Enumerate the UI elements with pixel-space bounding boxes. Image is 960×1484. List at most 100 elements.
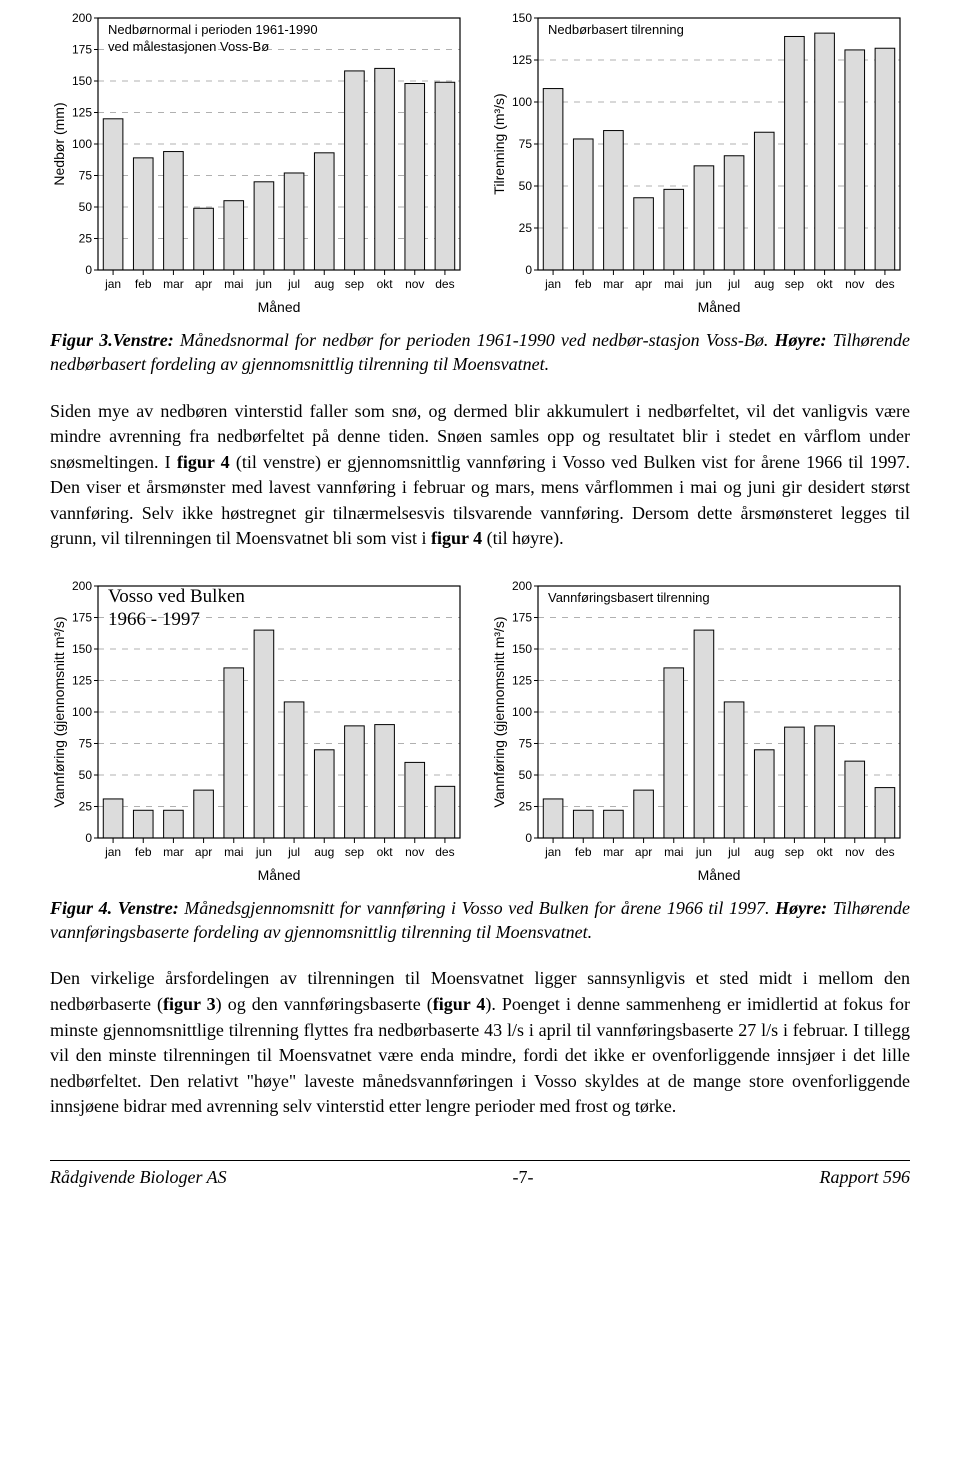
- fig4-left-chart: 0255075100125150175200janfebmaraprmaijun…: [50, 578, 470, 888]
- svg-text:125: 125: [512, 673, 532, 687]
- fig3-left-chart: 0255075100125150175200janfebmaraprmaijun…: [50, 10, 470, 320]
- svg-text:apr: apr: [635, 277, 652, 291]
- svg-text:Måned: Måned: [698, 299, 741, 315]
- svg-text:des: des: [875, 845, 894, 859]
- figure-3-caption: Figur 3.Venstre: Månedsnormal for nedbør…: [50, 328, 910, 377]
- svg-text:nov: nov: [845, 845, 864, 859]
- svg-text:mai: mai: [664, 845, 683, 859]
- svg-text:200: 200: [72, 579, 92, 593]
- svg-text:feb: feb: [135, 845, 152, 859]
- svg-text:mar: mar: [603, 277, 624, 291]
- figure-4-row: 0255075100125150175200janfebmaraprmaijun…: [50, 578, 910, 888]
- svg-text:nov: nov: [405, 277, 424, 291]
- svg-text:Vannføringsbasert tilrenning: Vannføringsbasert tilrenning: [548, 590, 710, 605]
- caption4-prefix: Figur 4. Venstre:: [50, 898, 179, 918]
- figure-3-row: 0255075100125150175200janfebmaraprmaijun…: [50, 10, 910, 320]
- page-footer: Rådgivende Biologer AS -7- Rapport 596: [50, 1160, 910, 1188]
- svg-text:apr: apr: [195, 845, 212, 859]
- svg-text:feb: feb: [575, 845, 592, 859]
- svg-text:des: des: [875, 277, 894, 291]
- svg-text:125: 125: [72, 106, 92, 120]
- svg-text:apr: apr: [635, 845, 652, 859]
- svg-text:aug: aug: [754, 277, 774, 291]
- svg-text:Måned: Måned: [258, 299, 301, 315]
- svg-text:100: 100: [72, 705, 92, 719]
- svg-text:50: 50: [519, 179, 533, 193]
- svg-text:Måned: Måned: [698, 867, 741, 883]
- svg-text:25: 25: [79, 799, 93, 813]
- footer-right: Rapport 596: [819, 1167, 910, 1188]
- svg-text:100: 100: [512, 95, 532, 109]
- svg-text:jun: jun: [695, 277, 712, 291]
- caption4-right-heading: Høyre:: [775, 898, 827, 918]
- svg-text:75: 75: [519, 137, 533, 151]
- svg-text:1966 - 1997: 1966 - 1997: [108, 609, 200, 630]
- svg-text:175: 175: [72, 610, 92, 624]
- caption-left-text: Månedsnormal for nedbør for perioden 196…: [174, 330, 775, 350]
- svg-text:jul: jul: [287, 277, 300, 291]
- svg-text:sep: sep: [345, 845, 365, 859]
- svg-text:jun: jun: [695, 845, 712, 859]
- svg-text:50: 50: [79, 200, 93, 214]
- svg-text:Vannføring (gjennomsnitt m³/s): Vannføring (gjennomsnitt m³/s): [51, 616, 67, 807]
- svg-text:25: 25: [519, 221, 533, 235]
- svg-text:0: 0: [525, 831, 532, 845]
- svg-text:200: 200: [72, 11, 92, 25]
- svg-text:25: 25: [519, 799, 533, 813]
- svg-text:feb: feb: [135, 277, 152, 291]
- svg-text:125: 125: [72, 673, 92, 687]
- svg-text:nov: nov: [405, 845, 424, 859]
- svg-text:aug: aug: [754, 845, 774, 859]
- svg-text:0: 0: [85, 831, 92, 845]
- caption-left-heading: Venstre:: [113, 330, 174, 350]
- svg-text:0: 0: [85, 263, 92, 277]
- svg-text:jul: jul: [287, 845, 300, 859]
- svg-text:125: 125: [512, 53, 532, 67]
- caption-right-heading: Høyre:: [775, 330, 827, 350]
- svg-text:jul: jul: [727, 277, 740, 291]
- footer-left: Rådgivende Biologer AS: [50, 1167, 227, 1188]
- figure-4-caption: Figur 4. Venstre: Månedsgjennomsnitt for…: [50, 896, 910, 945]
- svg-text:jun: jun: [255, 277, 272, 291]
- svg-text:sep: sep: [785, 277, 805, 291]
- svg-text:Nedbørbasert tilrenning: Nedbørbasert tilrenning: [548, 22, 684, 37]
- svg-text:150: 150: [512, 11, 532, 25]
- svg-text:Vannføring (gjennomsnitt m³/s): Vannføring (gjennomsnitt m³/s): [491, 616, 507, 807]
- caption4-left-text: Månedsgjennomsnitt for vannføring i Voss…: [179, 898, 775, 918]
- svg-text:okt: okt: [817, 277, 834, 291]
- svg-text:des: des: [435, 845, 454, 859]
- svg-text:mai: mai: [224, 277, 243, 291]
- svg-text:okt: okt: [817, 845, 834, 859]
- svg-text:150: 150: [72, 642, 92, 656]
- svg-text:sep: sep: [345, 277, 365, 291]
- svg-text:50: 50: [519, 768, 533, 782]
- svg-text:25: 25: [79, 232, 93, 246]
- svg-text:100: 100: [512, 705, 532, 719]
- svg-text:ved målestasjonen Voss-Bø: ved målestasjonen Voss-Bø: [108, 39, 269, 54]
- svg-text:jan: jan: [544, 845, 561, 859]
- paragraph-1: Siden mye av nedbøren vinterstid faller …: [50, 399, 910, 552]
- svg-text:okt: okt: [377, 845, 394, 859]
- svg-text:175: 175: [512, 610, 532, 624]
- svg-text:75: 75: [79, 736, 93, 750]
- svg-text:apr: apr: [195, 277, 212, 291]
- svg-text:jan: jan: [544, 277, 561, 291]
- svg-text:0: 0: [525, 263, 532, 277]
- svg-text:150: 150: [512, 642, 532, 656]
- caption-prefix: Figur 3.: [50, 330, 113, 350]
- svg-text:Tilrenning (m³/s): Tilrenning (m³/s): [491, 93, 507, 194]
- fig3-right-chart: 0255075100125150janfebmaraprmaijunjulaug…: [490, 10, 910, 320]
- svg-text:mar: mar: [163, 845, 184, 859]
- fig4-right-chart: 0255075100125150175200janfebmaraprmaijun…: [490, 578, 910, 888]
- svg-text:175: 175: [72, 43, 92, 57]
- svg-text:150: 150: [72, 74, 92, 88]
- svg-text:des: des: [435, 277, 454, 291]
- svg-text:Måned: Måned: [258, 867, 301, 883]
- svg-text:mar: mar: [163, 277, 184, 291]
- svg-text:sep: sep: [785, 845, 805, 859]
- svg-text:mai: mai: [224, 845, 243, 859]
- svg-text:mar: mar: [603, 845, 624, 859]
- svg-text:mai: mai: [664, 277, 683, 291]
- svg-text:jun: jun: [255, 845, 272, 859]
- svg-text:100: 100: [72, 137, 92, 151]
